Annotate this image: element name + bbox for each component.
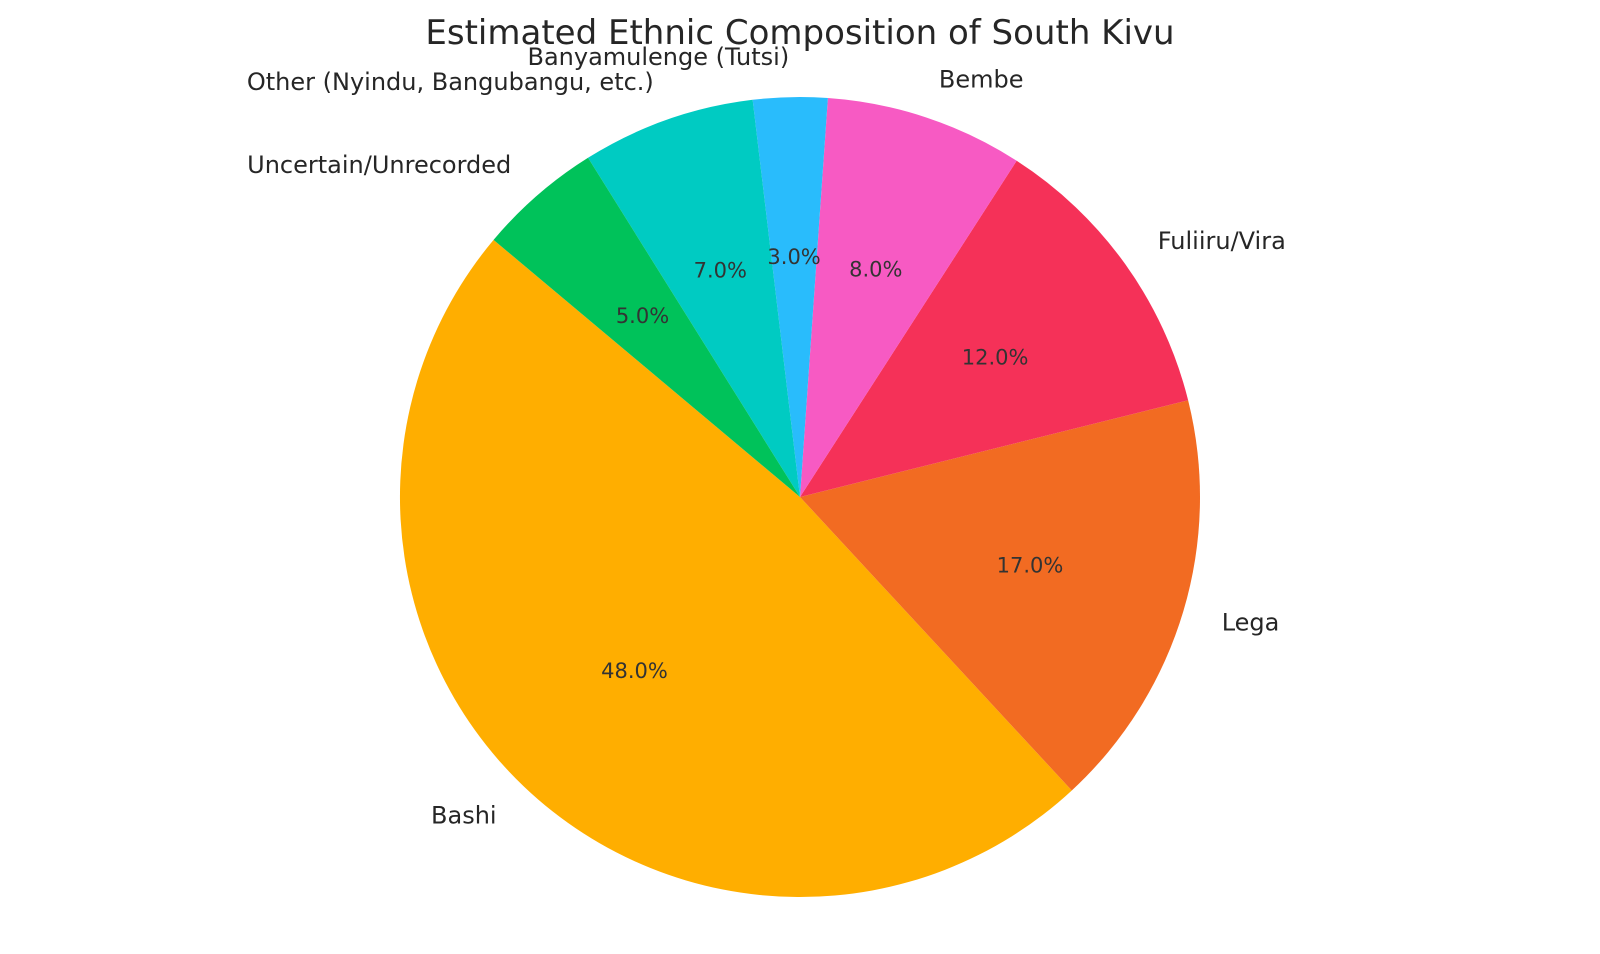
pie-percent-label: 3.0%	[767, 245, 820, 269]
pie-slice-lega	[800, 400, 1201, 791]
pie-percent-label: 17.0%	[997, 554, 1064, 578]
pie-slice-bashi	[399, 239, 1072, 898]
pie-percent-label: 48.0%	[601, 659, 668, 683]
pie-slice-other-nyindu-bangubangu-etc	[588, 99, 800, 497]
pie-slice-label: Uncertain/Unrecorded	[247, 151, 511, 179]
pie-slice-label: Banyamulenge (Tutsi)	[527, 43, 789, 71]
chart-title: Estimated Ethnic Composition of South Ki…	[425, 13, 1174, 53]
pie-slice-label: Bembe	[939, 66, 1024, 94]
pie-percent-label: 12.0%	[962, 345, 1029, 369]
pie-slice-bembe	[800, 97, 1017, 497]
pie-percent-labels: 48.0% 17.0% 12.0% 8.0% 3.0% 7.0% 5.0%	[601, 245, 1063, 683]
pie-slice-uncertain-unrecorded	[493, 157, 800, 497]
pie-slice-fuliiru-vira	[800, 160, 1189, 497]
pie-slice-label: Other (Nyindu, Bangubangu, etc.)	[247, 68, 654, 96]
pie-slices	[399, 96, 1201, 898]
pie-slice-labels: Bashi Lega Fuliiru/Vira Bembe Banyamulenge (…	[247, 43, 1286, 830]
pie-slice-label: Lega	[1222, 609, 1280, 637]
pie-percent-label: 5.0%	[616, 304, 669, 328]
pie-percent-label: 7.0%	[694, 259, 747, 283]
pie-slice-banyamulenge-tutsi	[752, 96, 828, 497]
pie-slice-label: Bashi	[431, 802, 497, 830]
pie-percent-label: 8.0%	[849, 257, 902, 281]
pie-slice-label: Fuliiru/Vira	[1158, 227, 1286, 255]
